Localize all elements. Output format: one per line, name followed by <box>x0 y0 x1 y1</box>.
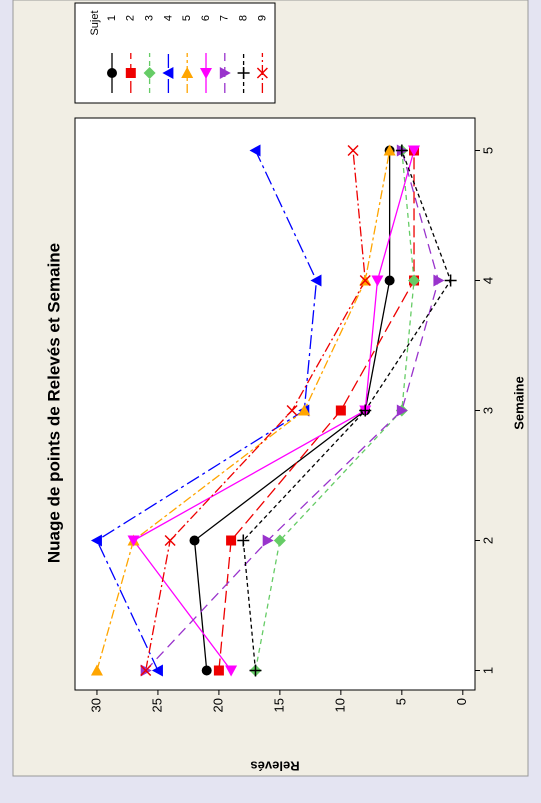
legend-label: 6 <box>200 15 212 21</box>
y-tick-label: 10 <box>332 698 347 712</box>
y-tick-label: 30 <box>88 698 103 712</box>
marker <box>335 405 346 416</box>
legend-label: 9 <box>256 15 268 21</box>
marker <box>127 535 140 547</box>
legend-label: 3 <box>144 15 156 21</box>
marker <box>200 68 212 79</box>
marker <box>444 274 457 287</box>
legend-label: 4 <box>162 15 174 21</box>
marker <box>143 67 156 79</box>
marker <box>396 404 408 417</box>
marker <box>371 275 384 287</box>
marker <box>107 68 117 78</box>
x-tick-label: 3 <box>480 407 495 414</box>
marker <box>249 144 261 157</box>
marker <box>359 404 372 417</box>
legend-label: 2 <box>125 15 137 21</box>
x-axis-label: Semaine <box>511 376 526 429</box>
legend-box <box>74 2 276 104</box>
x-tick-label: 5 <box>480 147 495 154</box>
y-tick-label: 5 <box>393 698 408 705</box>
legend-label: 5 <box>181 15 193 21</box>
marker <box>151 664 163 677</box>
marker <box>383 144 396 156</box>
x-tick-label: 2 <box>480 537 495 544</box>
marker <box>237 534 250 547</box>
marker <box>125 68 136 78</box>
marker <box>433 274 445 287</box>
marker <box>249 664 262 677</box>
y-axis-label: Relevés <box>250 759 299 774</box>
legend-label: 1 <box>106 15 118 21</box>
marker <box>384 275 395 286</box>
marker <box>213 665 224 676</box>
marker <box>90 534 102 547</box>
marker <box>90 664 103 676</box>
marker <box>408 274 421 287</box>
marker <box>298 404 311 416</box>
x-tick-label: 1 <box>480 667 495 674</box>
marker <box>162 67 174 79</box>
y-tick-label: 15 <box>271 698 286 712</box>
series-line <box>145 150 440 671</box>
marker <box>225 665 238 677</box>
legend-label: 7 <box>219 15 231 21</box>
chart-title: Nuage de points de Relevés et Semaine <box>44 243 63 563</box>
marker <box>273 534 286 547</box>
legend-label: 8 <box>238 15 250 21</box>
marker <box>359 274 371 287</box>
y-tick-label: 20 <box>210 698 225 712</box>
y-tick-label: 0 <box>454 698 469 705</box>
marker <box>256 67 268 79</box>
plot-area <box>74 117 476 691</box>
marker <box>226 535 237 546</box>
marker <box>347 144 359 157</box>
marker <box>189 535 200 546</box>
legend-title: Sujet <box>89 10 101 35</box>
marker <box>262 534 274 547</box>
marker <box>237 67 250 79</box>
marker <box>310 274 322 287</box>
marker <box>395 144 408 157</box>
marker <box>286 404 298 417</box>
marker <box>408 145 421 157</box>
marker <box>181 67 194 78</box>
marker <box>164 534 176 547</box>
marker <box>219 67 231 79</box>
marker <box>201 665 212 676</box>
x-tick-label: 4 <box>480 277 495 284</box>
y-tick-label: 25 <box>149 698 164 712</box>
marker <box>140 664 152 677</box>
chart: Nuage de points de Relevés et Semaine Se… <box>44 2 526 774</box>
